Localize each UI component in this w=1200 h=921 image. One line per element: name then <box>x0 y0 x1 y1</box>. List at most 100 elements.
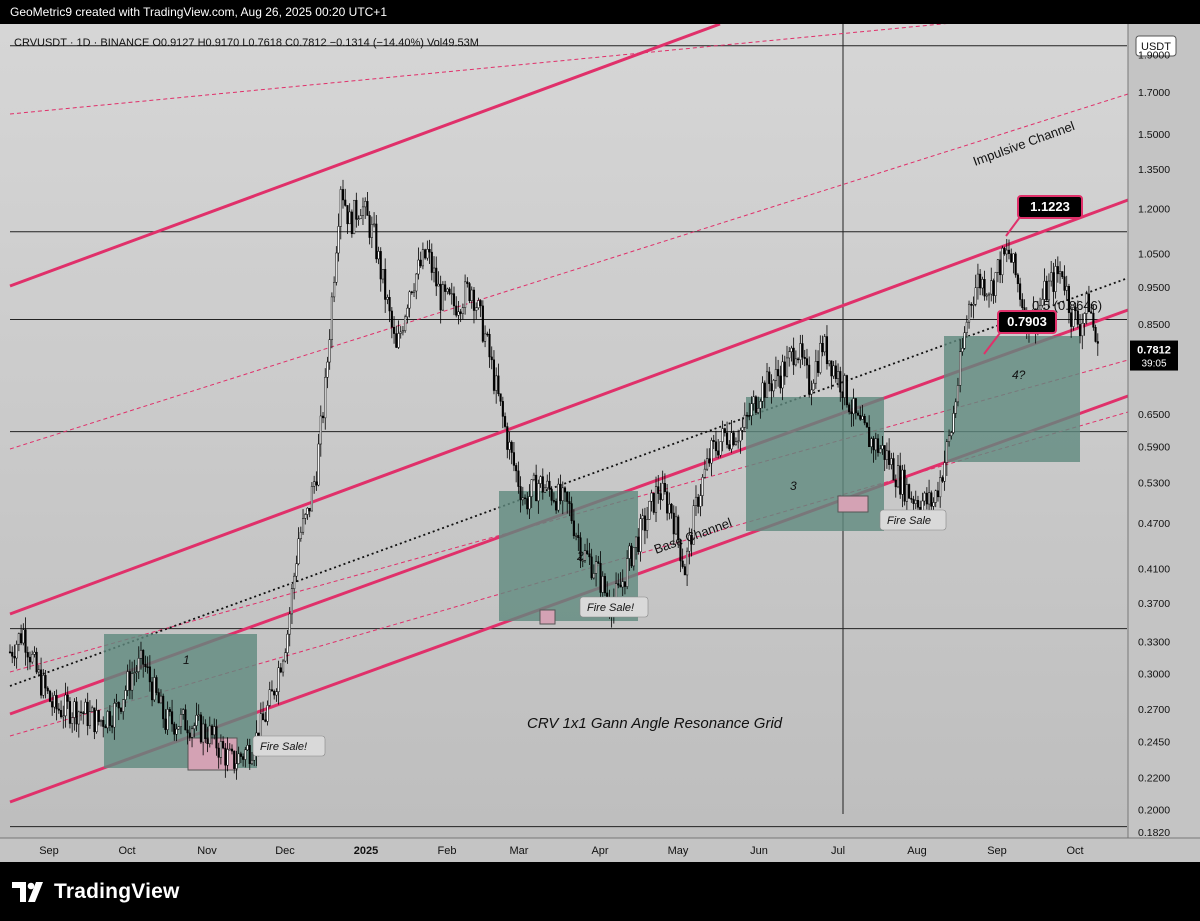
fire-sale-box <box>837 495 869 513</box>
candle-body <box>279 667 282 673</box>
candle-body <box>967 303 971 323</box>
candle-body <box>1056 266 1059 275</box>
candle-body <box>797 358 800 361</box>
candle-body <box>1081 323 1084 337</box>
candle-body <box>337 226 340 254</box>
candle-body <box>379 251 382 280</box>
candle-body <box>404 316 407 332</box>
candle-body <box>106 711 109 729</box>
candle-body <box>293 575 296 590</box>
candle-body <box>131 673 134 691</box>
candle-body <box>601 576 604 593</box>
candle-body <box>137 658 140 672</box>
candle-body <box>208 725 211 745</box>
tradingview-logo-text: TradingView <box>54 880 180 903</box>
y-tick-label: 0.9500 <box>1138 282 1170 294</box>
candle-body <box>552 500 555 502</box>
candle-body <box>945 441 948 463</box>
candle-body <box>575 535 578 537</box>
candle-body <box>588 553 591 558</box>
price-chart[interactable]: CRVUSDT · 1D · BINANCE O0.9127 H0.9170 L… <box>0 24 1200 862</box>
candle-body <box>195 715 198 726</box>
candle-body <box>417 259 420 275</box>
candle-body <box>757 407 760 413</box>
candle-body <box>668 503 671 514</box>
candle-body <box>561 487 564 501</box>
candle-body <box>881 445 884 450</box>
y-tick-label: 0.8500 <box>1138 319 1170 331</box>
candle-body <box>466 281 469 284</box>
candle-body <box>73 701 76 718</box>
candle-body <box>424 249 427 259</box>
candle-body <box>1063 276 1066 291</box>
candle-body <box>99 719 103 722</box>
candle-body <box>952 413 955 433</box>
channel-midline <box>9 359 1129 673</box>
tradingview-logo[interactable]: TradingView <box>12 878 180 906</box>
y-tick-label: 1.2000 <box>1138 204 1170 216</box>
fib-level-label: 0.5 (0.8646) <box>1032 298 1102 313</box>
candle-body <box>821 343 824 353</box>
candle-body <box>726 432 729 445</box>
candle-body <box>335 252 338 283</box>
candle-body <box>1043 280 1046 300</box>
candle-body <box>712 440 715 442</box>
y-tick-label: 0.5300 <box>1138 478 1170 490</box>
candle-body <box>1090 311 1093 314</box>
candle-body <box>461 307 464 314</box>
candle-body <box>1087 293 1090 313</box>
candle-body <box>359 215 362 219</box>
y-tick-label: 0.3300 <box>1138 637 1170 649</box>
channel-line <box>9 24 721 288</box>
candle-body <box>856 412 860 416</box>
candle-body <box>46 687 49 692</box>
candle-body <box>355 199 358 220</box>
candle-body <box>321 415 325 419</box>
candle-body <box>643 515 646 531</box>
candle-body <box>546 480 549 489</box>
candle-body <box>13 656 16 659</box>
candle-body <box>663 482 666 492</box>
y-tick-label: 0.2700 <box>1138 704 1170 716</box>
candle-body <box>122 699 125 712</box>
candle-body <box>1061 271 1064 278</box>
candle-body <box>490 356 493 361</box>
highlight-boxes <box>104 336 1080 771</box>
candle-body <box>697 496 700 507</box>
candle-body <box>350 211 353 235</box>
candle-body <box>792 347 795 366</box>
candle-body <box>415 273 418 292</box>
candle-body <box>450 293 453 295</box>
callout-pointer <box>1005 216 1021 237</box>
y-tick-label: 0.5900 <box>1138 442 1170 454</box>
candle-body <box>981 279 984 289</box>
candle-body <box>830 360 833 377</box>
candle-body <box>810 389 813 395</box>
candle-body <box>739 430 742 442</box>
chart-area[interactable]: CRVUSDT · 1D · BINANCE O0.9127 H0.9170 L… <box>0 24 1200 862</box>
candle-body <box>1070 312 1073 327</box>
candle-body <box>315 481 318 486</box>
last-price-box <box>1130 340 1178 371</box>
y-tick-label: 0.2200 <box>1138 772 1170 784</box>
fire-sale-callout <box>252 735 326 757</box>
candle-body <box>324 377 327 419</box>
candle-body <box>206 738 209 745</box>
candle-body <box>308 507 311 512</box>
candle-body <box>373 223 376 226</box>
candle-body <box>497 375 500 395</box>
candle-body <box>683 566 686 576</box>
candle-body <box>317 443 320 486</box>
candle-body <box>732 432 735 446</box>
candle-body <box>532 474 535 480</box>
candle-body <box>364 201 367 208</box>
candle-body <box>752 396 755 404</box>
candle-body <box>568 501 571 504</box>
y-tick-label: 0.3000 <box>1138 668 1170 680</box>
candle-body <box>828 360 831 365</box>
candle-body <box>95 710 98 733</box>
candle-body <box>650 492 653 502</box>
candle-body <box>956 385 959 403</box>
candle-body <box>226 749 229 766</box>
candle-body <box>617 583 620 586</box>
